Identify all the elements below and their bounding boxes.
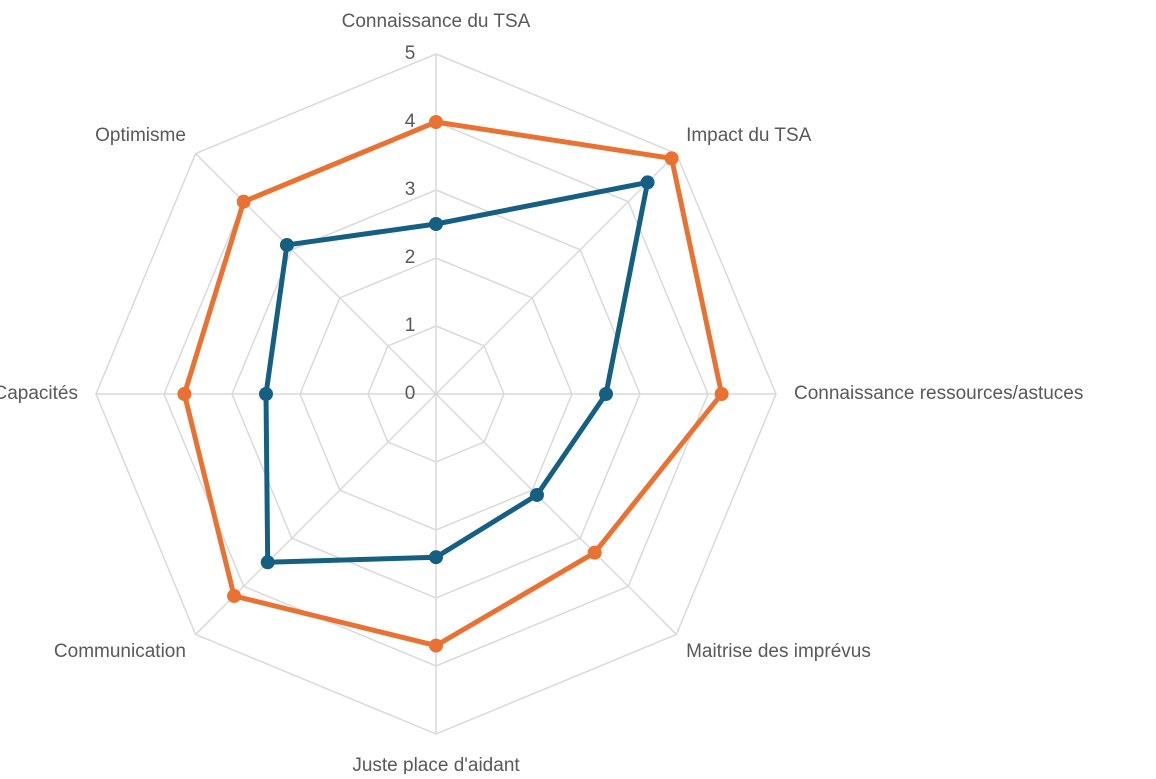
- spoke: [435, 153, 677, 395]
- series-point: [279, 237, 294, 252]
- spoke: [195, 153, 437, 395]
- series-point: [259, 387, 273, 401]
- category-label: Impact du TSA: [686, 125, 812, 146]
- series-point: [260, 555, 275, 570]
- category-label: Connaissance ressources/astuces: [794, 383, 1083, 404]
- category-label: Maitrise des imprévus: [686, 641, 871, 662]
- category-label: Capacités: [0, 383, 78, 404]
- series-point: [227, 588, 242, 603]
- series-point: [599, 387, 613, 401]
- series-point: [429, 217, 443, 231]
- series-point: [664, 151, 679, 166]
- series-point: [429, 115, 443, 129]
- series-point: [429, 550, 443, 565]
- category-label: Optimisme: [95, 125, 186, 146]
- series-point: [236, 194, 251, 209]
- series-point: [429, 638, 443, 653]
- series-point: [529, 487, 544, 502]
- r-tick-label: 2: [405, 247, 416, 268]
- r-tick-label: 5: [405, 43, 416, 64]
- category-label: Juste place d'aidant: [352, 755, 520, 774]
- r-tick-label: 0: [405, 383, 416, 404]
- series-point: [640, 175, 655, 190]
- category-label: Connaissance du TSA: [342, 11, 531, 32]
- r-tick-label: 3: [405, 179, 416, 200]
- spoke: [435, 393, 677, 635]
- series-point: [587, 545, 602, 560]
- category-label: Communication: [54, 641, 186, 662]
- r-tick-label: 4: [405, 111, 416, 132]
- series-point: [714, 387, 729, 401]
- r-tick-label: 1: [405, 315, 416, 336]
- series-point: [177, 387, 192, 401]
